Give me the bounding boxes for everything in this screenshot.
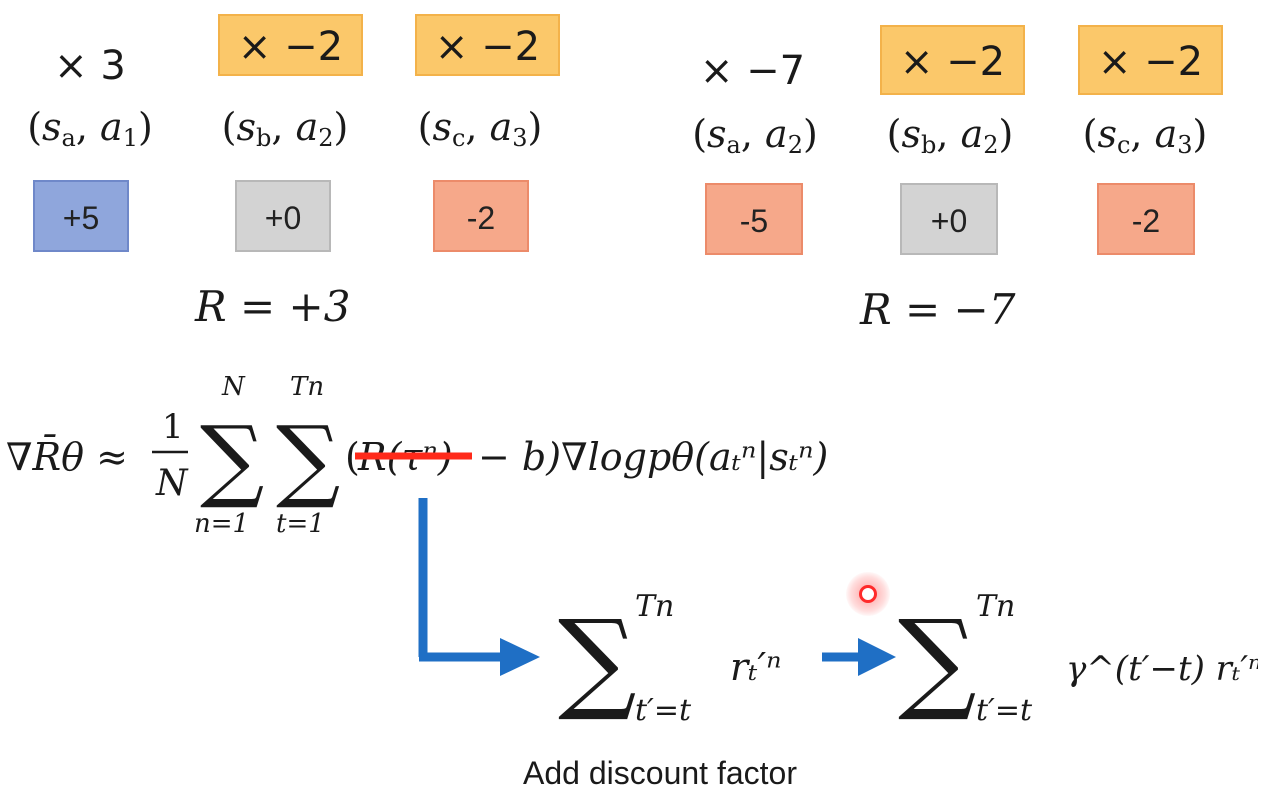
arrow-2-head	[858, 638, 896, 676]
right-reward-1: -5	[705, 183, 803, 255]
sum1-bottom: n=1	[194, 509, 249, 539]
right-multiplier-1: × −7	[699, 48, 806, 94]
left-total-return: R = +3	[195, 282, 351, 331]
formula-lhs: ∇R̄θ ≈	[6, 435, 128, 479]
sum2-bottom: t=1	[276, 509, 325, 539]
expr2-bottom: t′=t	[976, 693, 1033, 728]
left-reward-3: -2	[433, 180, 529, 252]
expr1-term: rₜ′ⁿ	[730, 645, 782, 689]
left-pair-1: (sa, a1)	[27, 105, 153, 152]
right-pair-2: (sb, a2)	[886, 112, 1014, 159]
sum1-top: N	[221, 372, 246, 402]
open-paren: (	[345, 435, 360, 479]
caption-add-discount-factor: Add discount factor	[523, 755, 797, 791]
expr1-sum-symbol: ∑	[558, 596, 637, 724]
sum2-symbol: ∑	[276, 407, 340, 512]
expr1-bottom: t′=t	[635, 693, 692, 728]
formula-frac-den: N	[155, 463, 189, 504]
left-reward-1: +5	[33, 180, 129, 252]
reward-to-go-expression: Tn ∑ t′=t rₜ′ⁿ	[558, 589, 782, 728]
expr2-top: Tn	[976, 589, 1015, 624]
left-multiplier-1: × 3	[54, 43, 126, 89]
right-pair-3: (sc, a3)	[1082, 112, 1208, 159]
policy-gradient-formula: ∇R̄θ ≈ 1 N N ∑ n=1 Tn ∑ t=1 ( R(τⁿ) − b)…	[6, 372, 828, 539]
right-total-return: R = −7	[860, 285, 1016, 334]
laser-pointer-core	[859, 585, 877, 603]
laser-pointer-dot	[846, 572, 890, 616]
left-multiplier-2: × −2	[218, 14, 363, 76]
right-reward-2: +0	[900, 183, 998, 255]
formula-frac-num: 1	[162, 407, 184, 447]
left-reward-2: +0	[235, 180, 331, 252]
arrow-right-head	[500, 638, 540, 676]
left-pair-3: (sc, a3)	[417, 105, 543, 152]
expr1-top: Tn	[635, 589, 674, 624]
sum1-symbol: ∑	[200, 407, 264, 512]
right-multiplier-2: × −2	[880, 25, 1025, 95]
left-pair-2: (sb, a2)	[221, 105, 349, 152]
formula-rest: − b)∇logpθ(aₜⁿ|sₜⁿ)	[478, 435, 828, 479]
expr2-term: γ^(t′−t) rₜ′ⁿ	[1066, 649, 1258, 689]
sum2-top: Tn	[290, 372, 324, 402]
right-pair-1: (sa, a2)	[692, 112, 818, 159]
discounted-reward-expression: Tn ∑ t′=t γ^(t′−t) rₜ′ⁿ	[898, 589, 1258, 728]
left-multiplier-3: × −2	[415, 14, 560, 76]
expr2-sum-symbol: ∑	[898, 596, 977, 724]
right-multiplier-3: × −2	[1078, 25, 1223, 95]
right-reward-3: -2	[1097, 183, 1195, 255]
